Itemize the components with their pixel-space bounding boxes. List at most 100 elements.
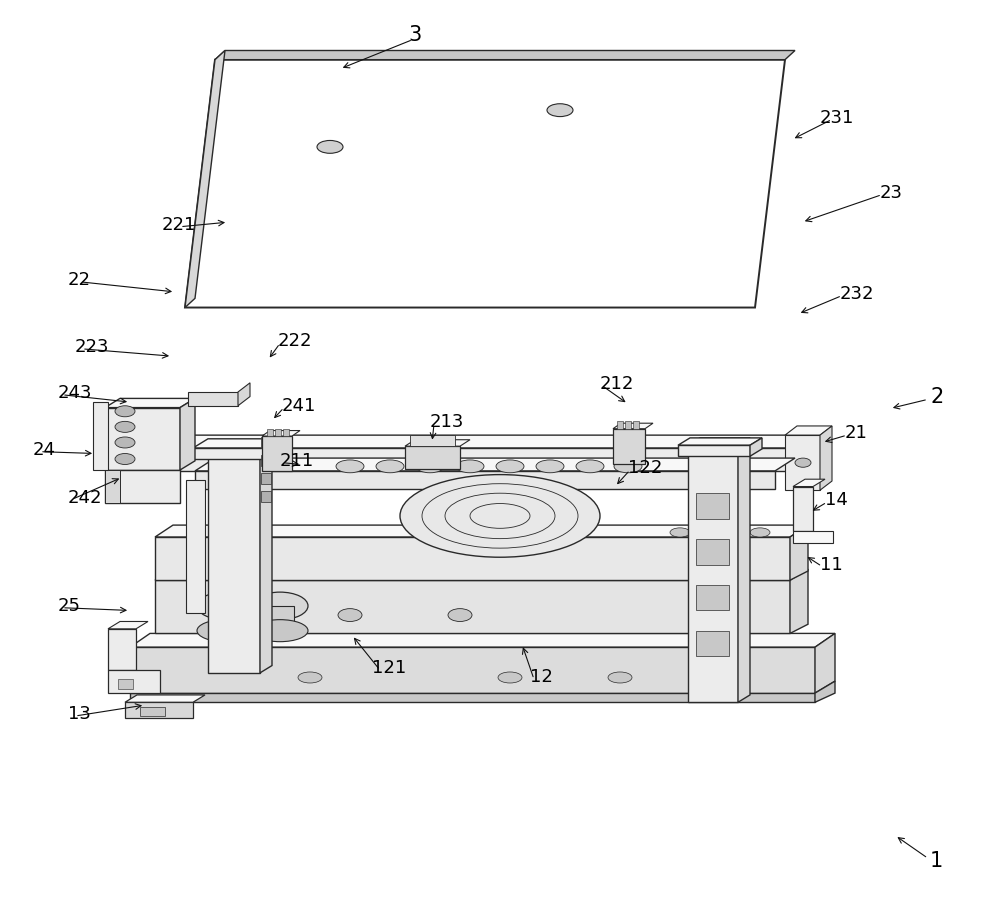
Polygon shape [790, 569, 808, 633]
Polygon shape [785, 426, 832, 435]
Polygon shape [815, 681, 835, 702]
Text: 121: 121 [372, 659, 406, 677]
Ellipse shape [498, 672, 522, 683]
Ellipse shape [416, 460, 444, 473]
Polygon shape [275, 429, 281, 436]
Polygon shape [130, 693, 815, 702]
Polygon shape [211, 606, 239, 631]
Ellipse shape [115, 437, 135, 448]
Polygon shape [405, 446, 460, 469]
Polygon shape [738, 438, 750, 702]
Ellipse shape [795, 458, 811, 467]
Polygon shape [793, 531, 833, 543]
Ellipse shape [703, 504, 723, 515]
Polygon shape [410, 435, 455, 446]
Polygon shape [261, 437, 271, 448]
Polygon shape [130, 647, 815, 693]
Text: 122: 122 [628, 459, 662, 477]
Text: 211: 211 [280, 452, 314, 470]
Polygon shape [678, 438, 762, 445]
Text: 21: 21 [845, 424, 868, 442]
Polygon shape [193, 448, 275, 459]
Ellipse shape [197, 620, 253, 642]
Polygon shape [155, 569, 808, 580]
Polygon shape [195, 458, 795, 471]
Polygon shape [275, 439, 290, 459]
Polygon shape [696, 539, 729, 565]
Ellipse shape [730, 528, 750, 537]
Polygon shape [261, 455, 271, 466]
Polygon shape [105, 470, 120, 503]
Polygon shape [105, 470, 180, 503]
Polygon shape [613, 429, 645, 464]
Polygon shape [613, 423, 653, 429]
Ellipse shape [700, 528, 720, 537]
Polygon shape [155, 525, 808, 537]
Ellipse shape [298, 672, 322, 683]
Ellipse shape [115, 421, 135, 432]
Text: 221: 221 [162, 216, 196, 234]
Polygon shape [696, 631, 729, 656]
Text: 222: 222 [278, 332, 312, 351]
Text: 1: 1 [930, 851, 943, 871]
Polygon shape [688, 438, 750, 445]
Polygon shape [262, 436, 292, 471]
Ellipse shape [456, 460, 484, 473]
Text: 13: 13 [68, 705, 91, 723]
Ellipse shape [400, 475, 600, 557]
Text: 3: 3 [408, 25, 422, 45]
Polygon shape [155, 580, 790, 633]
Polygon shape [118, 679, 133, 688]
Polygon shape [186, 480, 205, 613]
Text: 11: 11 [820, 555, 843, 574]
Text: 14: 14 [825, 491, 848, 509]
Ellipse shape [547, 104, 573, 117]
Polygon shape [185, 50, 225, 308]
Polygon shape [261, 473, 271, 484]
Polygon shape [820, 426, 832, 490]
Polygon shape [815, 633, 835, 693]
Polygon shape [266, 606, 294, 631]
Polygon shape [160, 448, 800, 471]
Text: 25: 25 [58, 597, 81, 615]
Polygon shape [105, 408, 180, 470]
Polygon shape [785, 435, 820, 490]
Ellipse shape [614, 460, 642, 473]
Ellipse shape [496, 460, 524, 473]
Polygon shape [208, 448, 260, 673]
Text: 231: 231 [820, 108, 854, 127]
Polygon shape [108, 629, 136, 670]
Polygon shape [633, 421, 639, 429]
Text: 22: 22 [68, 271, 91, 289]
Text: 212: 212 [600, 375, 634, 393]
Text: 243: 243 [58, 384, 92, 402]
Text: 2: 2 [930, 386, 943, 407]
Polygon shape [405, 440, 470, 446]
Polygon shape [260, 441, 272, 673]
Polygon shape [696, 493, 729, 519]
Ellipse shape [115, 406, 135, 417]
Polygon shape [93, 402, 108, 470]
Ellipse shape [576, 460, 604, 473]
Polygon shape [188, 392, 238, 406]
Polygon shape [215, 50, 795, 60]
Text: 232: 232 [840, 285, 874, 303]
Polygon shape [105, 398, 195, 408]
Polygon shape [267, 429, 273, 436]
Polygon shape [180, 398, 195, 470]
Polygon shape [238, 383, 250, 406]
Polygon shape [185, 60, 785, 308]
Polygon shape [800, 435, 820, 471]
Polygon shape [125, 695, 205, 702]
Polygon shape [793, 487, 813, 531]
Polygon shape [130, 633, 835, 647]
Text: 24: 24 [33, 441, 56, 459]
Polygon shape [155, 537, 790, 580]
Polygon shape [262, 431, 300, 436]
Ellipse shape [252, 620, 308, 642]
Text: 23: 23 [880, 184, 903, 202]
Ellipse shape [115, 453, 135, 465]
Ellipse shape [536, 460, 564, 473]
Polygon shape [625, 421, 631, 429]
Polygon shape [140, 707, 165, 716]
